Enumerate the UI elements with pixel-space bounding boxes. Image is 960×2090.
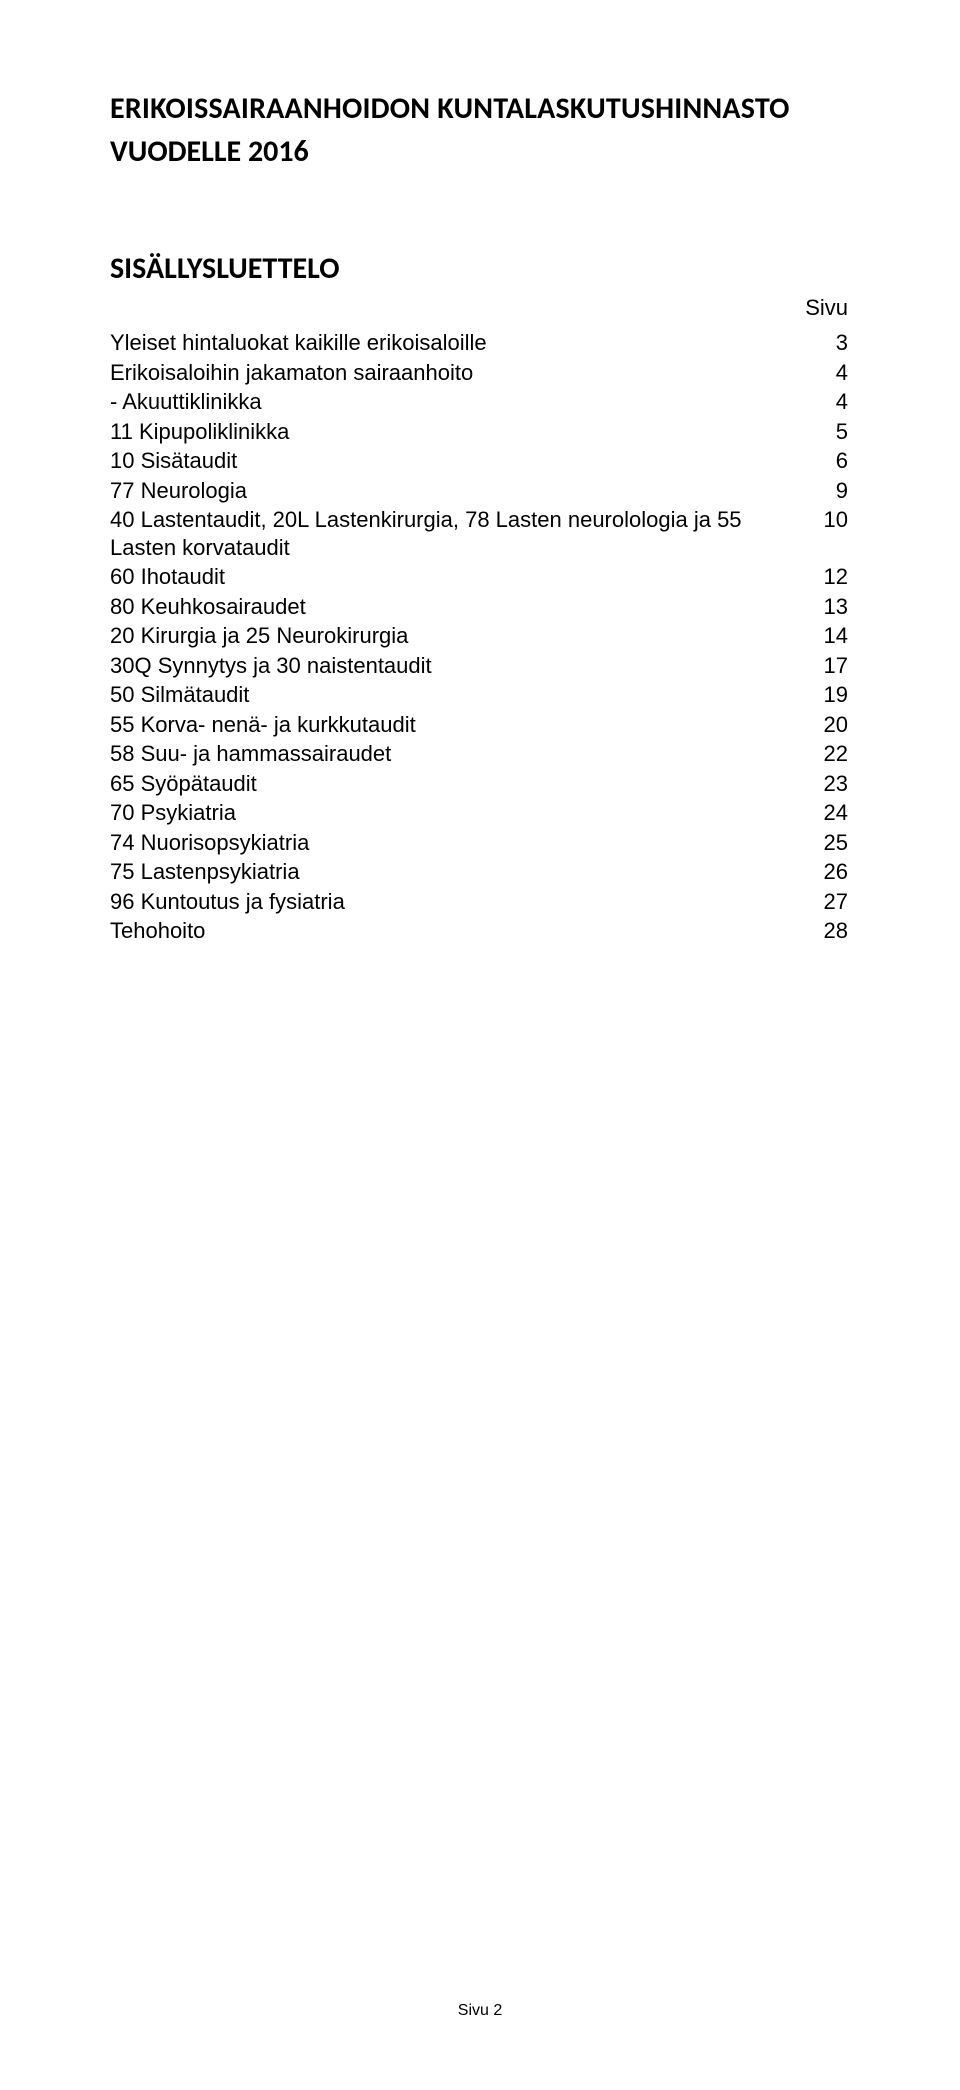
toc-label: 20 Kirurgia ja 25 Neurokirurgia xyxy=(110,622,808,650)
toc-label: 55 Korva- nenä- ja kurkkutaudit xyxy=(110,711,808,739)
toc-page-number: 25 xyxy=(808,829,860,857)
toc-page-number: 27 xyxy=(808,888,860,916)
toc-row: 77 Neurologia9 xyxy=(110,477,860,505)
toc-label: 60 Ihotaudit xyxy=(110,563,808,591)
toc-page-number: 4 xyxy=(808,388,860,416)
toc-row: 11 Kipupoliklinikka5 xyxy=(110,418,860,446)
toc-row: 75 Lastenpsykiatria26 xyxy=(110,858,860,886)
toc-page-number: 19 xyxy=(808,681,860,709)
table-of-contents: Yleiset hintaluokat kaikille erikoisaloi… xyxy=(110,329,860,945)
toc-page-number: 26 xyxy=(808,858,860,886)
toc-label: Tehohoito xyxy=(110,917,808,945)
toc-page-number: 6 xyxy=(808,447,860,475)
toc-page-number: 22 xyxy=(808,740,860,768)
toc-page-number: 23 xyxy=(808,770,860,798)
toc-label: 70 Psykiatria xyxy=(110,799,808,827)
toc-row: 70 Psykiatria24 xyxy=(110,799,860,827)
toc-label: 30Q Synnytys ja 30 naistentaudit xyxy=(110,652,808,680)
page-column-label: Sivu xyxy=(110,295,848,321)
toc-label: 74 Nuorisopsykiatria xyxy=(110,829,808,857)
toc-row: 65 Syöpätaudit23 xyxy=(110,770,860,798)
toc-page-number: 12 xyxy=(808,563,860,591)
toc-label: Erikoisaloihin jakamaton sairaanhoito xyxy=(110,359,808,387)
toc-page-number: 4 xyxy=(808,359,860,387)
page-footer: Sivu 2 xyxy=(0,2002,960,2020)
toc-label: 50 Silmätaudit xyxy=(110,681,808,709)
toc-label: 96 Kuntoutus ja fysiatria xyxy=(110,888,808,916)
toc-row: Erikoisaloihin jakamaton sairaanhoito4 xyxy=(110,359,860,387)
toc-page-number: 24 xyxy=(808,799,860,827)
toc-page-number: 3 xyxy=(808,329,860,357)
toc-row: 40 Lastentaudit, 20L Lastenkirurgia, 78 … xyxy=(110,506,860,561)
toc-page-number: 13 xyxy=(808,593,860,621)
toc-page-number: 17 xyxy=(808,652,860,680)
toc-label: - Akuuttiklinikka xyxy=(110,388,808,416)
toc-label: 40 Lastentaudit, 20L Lastenkirurgia, 78 … xyxy=(110,506,808,561)
toc-row: 58 Suu- ja hammassairaudet22 xyxy=(110,740,860,768)
toc-label: 75 Lastenpsykiatria xyxy=(110,858,808,886)
document-subtitle: VUODELLE 2016 xyxy=(110,133,860,170)
toc-row: 30Q Synnytys ja 30 naistentaudit17 xyxy=(110,652,860,680)
document-title: ERIKOISSAIRAANHOIDON KUNTALASKUTUSHINNAS… xyxy=(110,90,860,127)
toc-row: 80 Keuhkosairaudet13 xyxy=(110,593,860,621)
toc-row: Yleiset hintaluokat kaikille erikoisaloi… xyxy=(110,329,860,357)
toc-page-number: 14 xyxy=(808,622,860,650)
toc-label: Yleiset hintaluokat kaikille erikoisaloi… xyxy=(110,329,808,357)
toc-label: 65 Syöpätaudit xyxy=(110,770,808,798)
toc-label: 10 Sisätaudit xyxy=(110,447,808,475)
toc-row: 74 Nuorisopsykiatria25 xyxy=(110,829,860,857)
toc-label: 80 Keuhkosairaudet xyxy=(110,593,808,621)
toc-label: 77 Neurologia xyxy=(110,477,808,505)
toc-page-number: 9 xyxy=(808,477,860,505)
toc-row: 55 Korva- nenä- ja kurkkutaudit20 xyxy=(110,711,860,739)
toc-row: 96 Kuntoutus ja fysiatria27 xyxy=(110,888,860,916)
toc-row: 50 Silmätaudit19 xyxy=(110,681,860,709)
toc-page-number: 5 xyxy=(808,418,860,446)
toc-row: Tehohoito28 xyxy=(110,917,860,945)
toc-row: 20 Kirurgia ja 25 Neurokirurgia14 xyxy=(110,622,860,650)
toc-row: 10 Sisätaudit6 xyxy=(110,447,860,475)
toc-page-number: 20 xyxy=(808,711,860,739)
toc-page-number: 28 xyxy=(808,917,860,945)
toc-page-number: 10 xyxy=(808,506,860,534)
toc-label: 11 Kipupoliklinikka xyxy=(110,418,808,446)
toc-label: 58 Suu- ja hammassairaudet xyxy=(110,740,808,768)
toc-row: - Akuuttiklinikka4 xyxy=(110,388,860,416)
toc-row: 60 Ihotaudit12 xyxy=(110,563,860,591)
toc-heading: SISÄLLYSLUETTELO xyxy=(110,250,860,287)
page-container: ERIKOISSAIRAANHOIDON KUNTALASKUTUSHINNAS… xyxy=(0,0,960,2090)
